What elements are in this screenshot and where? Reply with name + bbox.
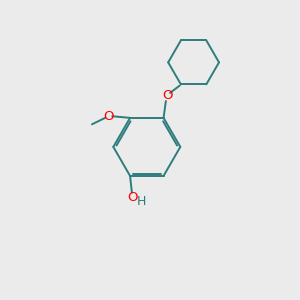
- Text: H: H: [136, 195, 146, 208]
- Text: O: O: [162, 89, 172, 102]
- Text: O: O: [127, 191, 138, 204]
- Text: O: O: [103, 110, 113, 123]
